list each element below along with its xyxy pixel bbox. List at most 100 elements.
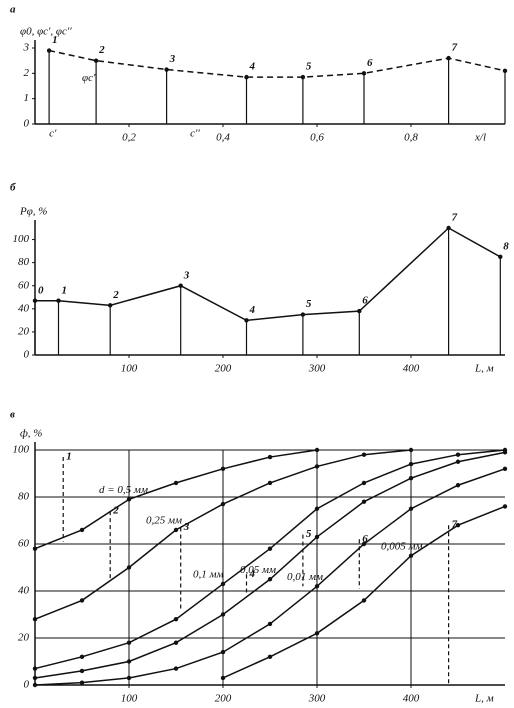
data-point (32, 682, 38, 688)
data-point (126, 497, 132, 502)
marker-label: 4 (249, 568, 256, 580)
y-tick-label: 80 (18, 256, 30, 268)
point-label: 5 (306, 61, 312, 73)
data-point (173, 617, 179, 622)
y-tick-label: 1 (24, 92, 30, 104)
curve-label: 0,1 мм (193, 568, 224, 580)
point-label: 6 (362, 295, 368, 307)
data-point (446, 55, 451, 61)
data-point (455, 459, 461, 464)
annotation: φc' (82, 72, 96, 84)
data-point (32, 617, 38, 622)
data-point (46, 48, 52, 53)
data-point (108, 303, 113, 308)
x-tick-label: 0,6 (310, 132, 324, 144)
data-point (408, 447, 414, 453)
data-point (79, 654, 85, 659)
x-tick-label: 200 (215, 363, 232, 375)
data-point (267, 480, 273, 486)
point-label: 4 (249, 304, 256, 316)
marker-label: 5 (306, 528, 312, 540)
y-axis-label: ф, % (20, 428, 42, 440)
data-point (220, 501, 226, 507)
data-point (220, 466, 226, 471)
data-point (126, 640, 132, 645)
data-point (314, 534, 320, 540)
data-point (361, 598, 367, 603)
point-label: 5 (306, 298, 312, 310)
y-tick-label: 0 (24, 679, 30, 691)
point-label: 3 (183, 269, 190, 281)
data-point (267, 621, 273, 627)
data-point (244, 74, 249, 80)
point-label: 1 (52, 34, 58, 46)
data-point (314, 506, 320, 511)
y-tick-label: 3 (23, 42, 30, 54)
x-tick-label: 100 (121, 363, 138, 375)
series-line (35, 227, 501, 322)
data-point (220, 581, 226, 587)
data-point (361, 71, 367, 76)
data-point (244, 318, 249, 323)
data-point (408, 506, 414, 511)
panel-label: а (10, 4, 16, 16)
data-point (455, 483, 461, 488)
data-point (93, 58, 99, 63)
data-point (455, 523, 461, 528)
point-label: 4 (249, 61, 256, 73)
y-tick-label: 0 (24, 349, 30, 361)
annotation: c' (49, 128, 57, 140)
y-axis-label: Pφ, % (19, 206, 47, 218)
data-point (79, 680, 85, 685)
data-point (267, 454, 273, 460)
data-point (361, 541, 367, 547)
data-point (314, 464, 320, 469)
data-point (126, 675, 132, 681)
data-point (164, 67, 169, 72)
data-point (126, 565, 132, 570)
point-label: 0 (38, 284, 44, 296)
data-point (220, 649, 226, 655)
curve-label: 0,005 мм (381, 540, 423, 552)
data-point (178, 283, 183, 288)
data-point (267, 577, 273, 582)
x-tick-label: 400 (403, 693, 420, 705)
data-point (314, 447, 320, 453)
x-tick-label: 400 (403, 363, 420, 375)
data-point (446, 225, 451, 231)
data-point (267, 546, 273, 551)
x-tick-label: 0,2 (122, 132, 136, 144)
data-point (126, 659, 132, 664)
data-point (408, 553, 414, 558)
series-line (48, 49, 506, 78)
series-line (34, 449, 318, 550)
data-point (314, 584, 320, 589)
data-point (357, 308, 362, 314)
data-point (32, 546, 38, 551)
data-point (173, 666, 179, 671)
data-point (79, 527, 85, 533)
curve-label: 0,05 мм (240, 564, 276, 576)
marker-label: 2 (112, 505, 119, 517)
data-point (220, 675, 226, 681)
marker-label: 6 (362, 533, 368, 545)
data-point (314, 631, 320, 636)
x-tick-label: 300 (308, 363, 326, 375)
data-point (502, 504, 508, 509)
data-point (220, 612, 226, 617)
data-point (267, 654, 273, 659)
data-point (361, 499, 367, 504)
data-point (56, 298, 61, 303)
data-point (498, 254, 503, 260)
point-label: 6 (367, 57, 373, 69)
point-label: 1 (62, 284, 68, 296)
y-tick-label: 60 (18, 279, 30, 291)
x-tick-label: 100 (121, 693, 138, 705)
data-point (79, 668, 85, 674)
x-tick-label: 0,4 (216, 132, 230, 144)
point-label: 7 (452, 212, 458, 224)
data-point (173, 527, 179, 533)
y-tick-label: 100 (13, 233, 30, 245)
x-tick-label: 300 (308, 693, 326, 705)
